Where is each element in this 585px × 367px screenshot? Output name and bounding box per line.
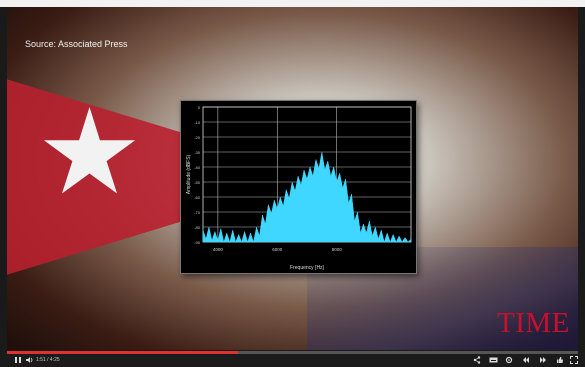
y-tick-label: -40 <box>194 165 201 170</box>
y-tick-label: -50 <box>194 180 201 185</box>
y-tick-label: -30 <box>194 150 201 155</box>
y-tick-label: -90 <box>194 240 201 245</box>
y-axis-label: Amplitude (dBFS) <box>186 154 192 194</box>
like-icon[interactable] <box>556 356 564 364</box>
volume-icon[interactable] <box>25 356 34 364</box>
y-tick-label: -70 <box>194 210 201 215</box>
progress-fill <box>7 351 239 354</box>
spectrum-chart: 0 -10 -20 -30 -40 -50 -60 -70 -80 -90 4000 6000 8000… <box>180 100 417 274</box>
source-caption: Source: Associated Press <box>25 39 128 49</box>
subtitles-icon[interactable] <box>489 356 498 364</box>
x-tick-label: 8000 <box>332 247 343 252</box>
time-logo: TIME <box>497 307 570 339</box>
y-tick-label: 0 <box>198 105 201 110</box>
x-tick-label: 6000 <box>272 247 283 252</box>
video-frame[interactable]: Source: Associated Press TIME <box>7 7 578 350</box>
y-tick-label: -80 <box>194 225 201 230</box>
y-tick-label: -60 <box>194 195 201 200</box>
top-bar <box>0 0 585 7</box>
x-tick-label: 4000 <box>213 247 224 252</box>
progress-bar[interactable] <box>7 351 578 354</box>
fast-forward-icon[interactable] <box>539 356 547 364</box>
share-icon[interactable] <box>473 356 481 364</box>
rewind-icon[interactable] <box>522 356 530 364</box>
spectrum-area <box>202 151 412 243</box>
settings-icon[interactable] <box>505 356 513 364</box>
pause-icon[interactable] <box>14 356 22 364</box>
y-tick-label: -10 <box>194 120 201 125</box>
fullscreen-icon[interactable] <box>570 356 578 364</box>
x-axis-label: Frequency [Hz] <box>290 265 325 271</box>
y-tick-label: -20 <box>194 135 201 140</box>
spectrum-svg: 0 -10 -20 -30 -40 -50 -60 -70 -80 -90 4000 6000 8000… <box>186 105 412 271</box>
time-display: 1:51 / 4:25 <box>36 357 60 363</box>
